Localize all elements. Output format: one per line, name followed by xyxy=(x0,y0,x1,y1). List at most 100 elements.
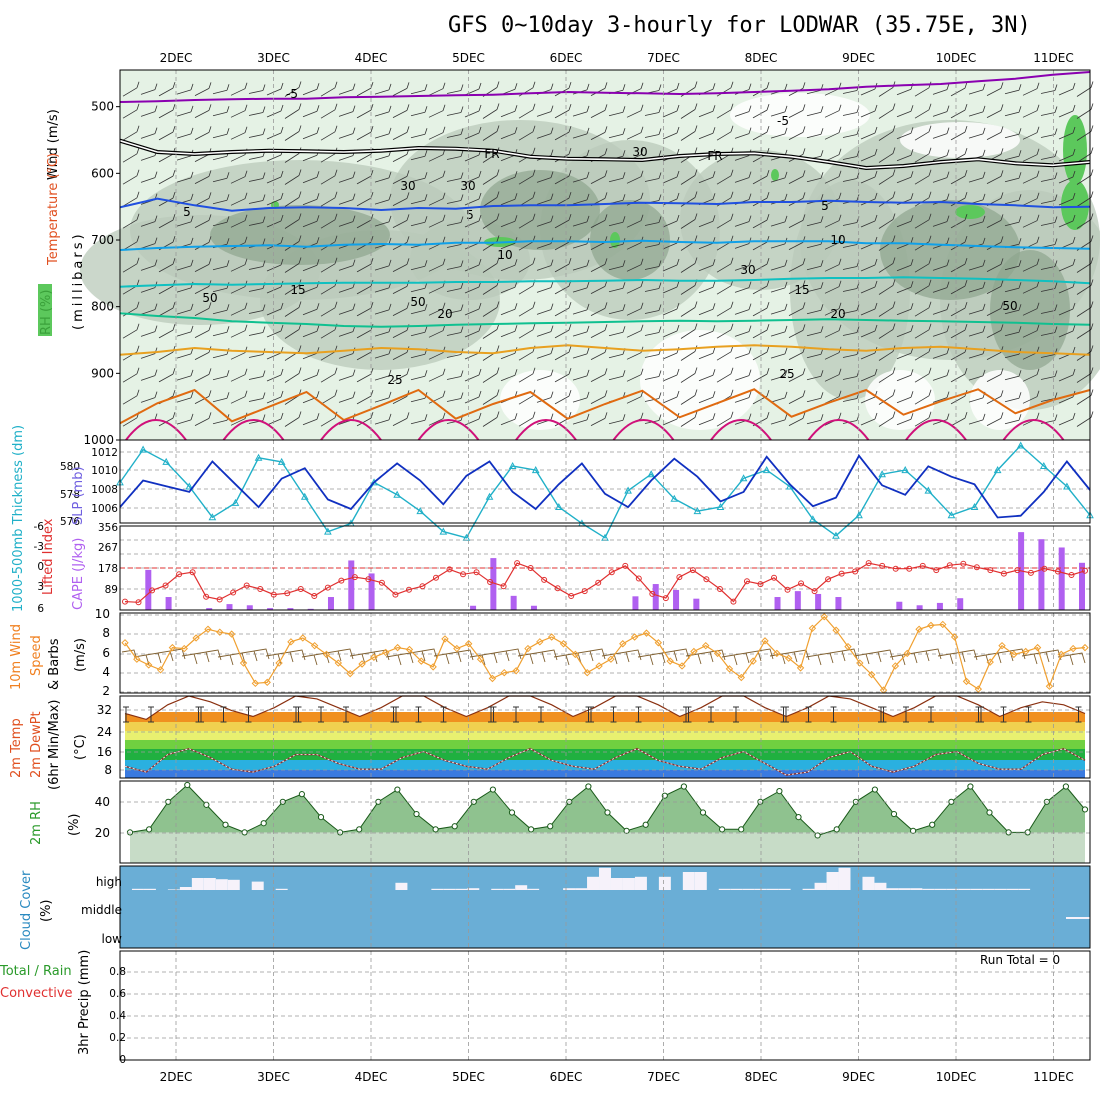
wind-barb xyxy=(608,106,626,117)
lifted-index-point xyxy=(771,574,778,581)
isotherm-10 xyxy=(119,239,1091,251)
high-cloud-bar xyxy=(730,888,743,890)
wind10-point xyxy=(133,655,141,663)
wind-barb xyxy=(518,323,536,339)
isotherm-35 xyxy=(1002,419,1065,441)
cape-bar xyxy=(470,605,477,610)
wind-barb xyxy=(950,367,968,383)
wind-barb xyxy=(698,259,716,272)
wind-barb xyxy=(590,324,608,338)
wind-barb xyxy=(1076,367,1094,383)
lifted-index-point xyxy=(811,588,818,595)
wind-barb xyxy=(374,391,392,403)
wind10-point xyxy=(773,649,781,658)
lifted-index-point xyxy=(757,581,764,588)
wind-barb xyxy=(914,323,932,339)
wind-barb xyxy=(302,325,320,338)
wind-barb xyxy=(734,171,752,183)
wind-barb xyxy=(770,369,788,381)
wind-barb xyxy=(788,258,806,272)
wind-barb xyxy=(824,192,842,206)
top-date-label: 8DEC xyxy=(745,51,778,65)
wind-barb xyxy=(788,412,806,426)
wind-barb xyxy=(464,412,482,426)
wind-barb xyxy=(500,215,518,228)
isotherm-m5 xyxy=(119,71,1091,103)
wind-barb xyxy=(770,215,788,227)
wind-barb xyxy=(194,192,212,206)
thickness-point xyxy=(508,461,517,469)
lifted-index-point xyxy=(568,593,575,599)
high-cloud-bar xyxy=(215,879,228,890)
cape-bar xyxy=(1038,539,1045,610)
wind-barb xyxy=(428,412,446,426)
wind-barb xyxy=(410,150,428,161)
wind-barb xyxy=(266,302,284,316)
thickness-point xyxy=(901,466,910,474)
cape-bar xyxy=(916,605,923,610)
slp-tick-label: 1012 xyxy=(91,447,118,459)
lifted-index-point xyxy=(987,567,994,574)
wind-barb xyxy=(122,81,140,97)
wind-barb xyxy=(248,84,266,94)
rh-saturated-blob xyxy=(1061,180,1089,230)
wind-barb xyxy=(482,367,500,383)
thickness-point xyxy=(647,470,656,478)
wind-barb xyxy=(374,171,392,183)
bottom-date-axis: 2DEC 3DEC 4DEC 5DEC 6DEC 7DEC 8DEC 9DEC 10DEC 11D… xyxy=(160,1070,1074,1084)
wind-barb xyxy=(140,303,158,315)
wind-barb xyxy=(176,171,194,183)
wind-barb xyxy=(428,104,446,118)
cape-tick-label: 356 xyxy=(98,522,118,534)
wind10-point xyxy=(1033,643,1042,652)
isotherm-35 xyxy=(417,419,480,441)
wind-barb xyxy=(554,345,572,361)
wind-barb xyxy=(734,325,752,337)
cape-bar xyxy=(510,595,517,610)
wind-barb xyxy=(140,171,158,183)
wind-barb xyxy=(680,411,698,427)
wind-barb xyxy=(122,367,140,383)
top-date-axis: 2DEC 3DEC 4DEC 5DEC 6DEC 7DEC 8DEC 9DEC 10DEC 11D… xyxy=(160,51,1074,65)
wind-barb xyxy=(140,325,158,337)
wind-barb xyxy=(1040,370,1058,380)
thickness-point xyxy=(993,466,1002,474)
wind-barb xyxy=(1040,84,1058,94)
wind-barb xyxy=(338,83,356,95)
wind-barb xyxy=(950,323,968,339)
wind-barb xyxy=(752,323,770,339)
lifted-index-point xyxy=(649,590,656,597)
rh2m-point xyxy=(337,829,344,836)
wind-barb xyxy=(698,369,716,382)
temp-minmax-marker xyxy=(780,706,787,723)
wind-barb xyxy=(770,413,788,425)
wind-barb xyxy=(464,104,482,118)
wind-barb xyxy=(428,368,446,382)
wind10-point xyxy=(334,659,343,667)
wind-barb xyxy=(212,216,230,227)
temp2m-tick-label: 32 xyxy=(97,703,112,717)
wind-barb xyxy=(158,257,176,273)
lifted-index-point xyxy=(1000,570,1007,577)
wind-barb xyxy=(770,347,788,359)
wind-barb xyxy=(608,370,626,381)
high-cloud-bar xyxy=(443,888,456,890)
top-date-label: 9DEC xyxy=(842,51,875,65)
wind-barb xyxy=(896,281,914,294)
wind10-point xyxy=(808,624,817,633)
wind-barb xyxy=(536,193,554,205)
rh2m-point xyxy=(317,814,325,821)
wind-barb xyxy=(1004,172,1022,183)
wind-barb xyxy=(734,347,752,359)
temp-minmax-marker xyxy=(488,706,494,723)
wind-barb xyxy=(536,127,554,139)
cape-bar xyxy=(936,602,943,610)
rh2m-point xyxy=(1024,829,1031,836)
high-cloud-bar xyxy=(503,888,516,890)
wind-barb xyxy=(428,302,446,316)
wind10-point xyxy=(180,644,188,653)
wind-barb xyxy=(230,82,248,96)
wind-barb xyxy=(842,304,860,314)
wind-barb xyxy=(1076,103,1094,119)
wind-barb xyxy=(212,326,230,337)
